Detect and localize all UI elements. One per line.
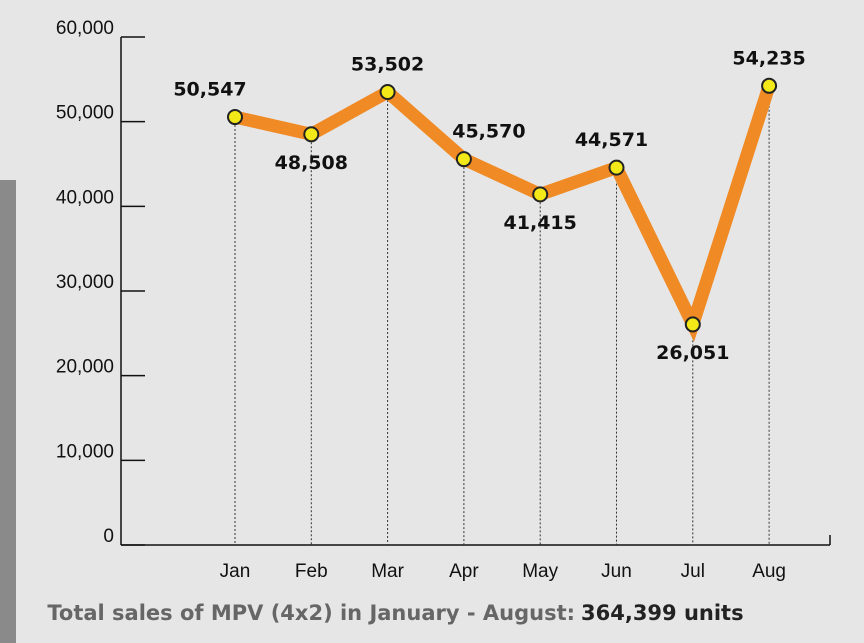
y-tick-label: 20,000 (56, 357, 114, 378)
value-label: 50,547 (173, 79, 246, 101)
caption-value: 364,399 units (581, 601, 744, 625)
x-tick-label: Jan (220, 561, 251, 582)
x-tick-label: May (522, 561, 558, 582)
y-tick-label: 0 (103, 526, 114, 547)
y-tick-label: 10,000 (56, 441, 114, 462)
x-tick-label: Apr (449, 561, 479, 582)
x-tick-label: Feb (295, 561, 328, 582)
value-label: 44,571 (575, 129, 648, 151)
point (762, 79, 776, 93)
caption: Total sales of MPV (4x2) in January - Au… (47, 601, 575, 625)
y-tick-label: 60,000 (56, 18, 114, 39)
x-tick-label: Jul (681, 561, 705, 582)
point (533, 187, 547, 201)
point (457, 152, 471, 166)
page: {"chart_data": {"type": "line", "categor… (0, 0, 864, 643)
point (381, 85, 395, 99)
value-label: 48,508 (275, 152, 348, 174)
value-label: 45,570 (452, 121, 525, 143)
chart: Total sales of MPV (4x2) in January - Au… (0, 0, 864, 643)
x-tick-label: Mar (371, 561, 404, 582)
y-tick-label: 30,000 (56, 272, 114, 293)
value-label: 54,235 (732, 47, 805, 69)
point (686, 317, 700, 331)
point (228, 110, 242, 124)
value-label: 41,415 (504, 212, 577, 234)
point (304, 127, 318, 141)
value-label: 53,502 (351, 54, 424, 76)
point (610, 161, 624, 175)
y-tick-label: 40,000 (56, 187, 114, 208)
x-tick-label: Aug (752, 561, 786, 582)
value-label: 26,051 (656, 342, 729, 364)
y-tick-label: 50,000 (56, 103, 114, 124)
x-tick-label: Jun (601, 561, 632, 582)
background-photo-strip (0, 180, 16, 643)
